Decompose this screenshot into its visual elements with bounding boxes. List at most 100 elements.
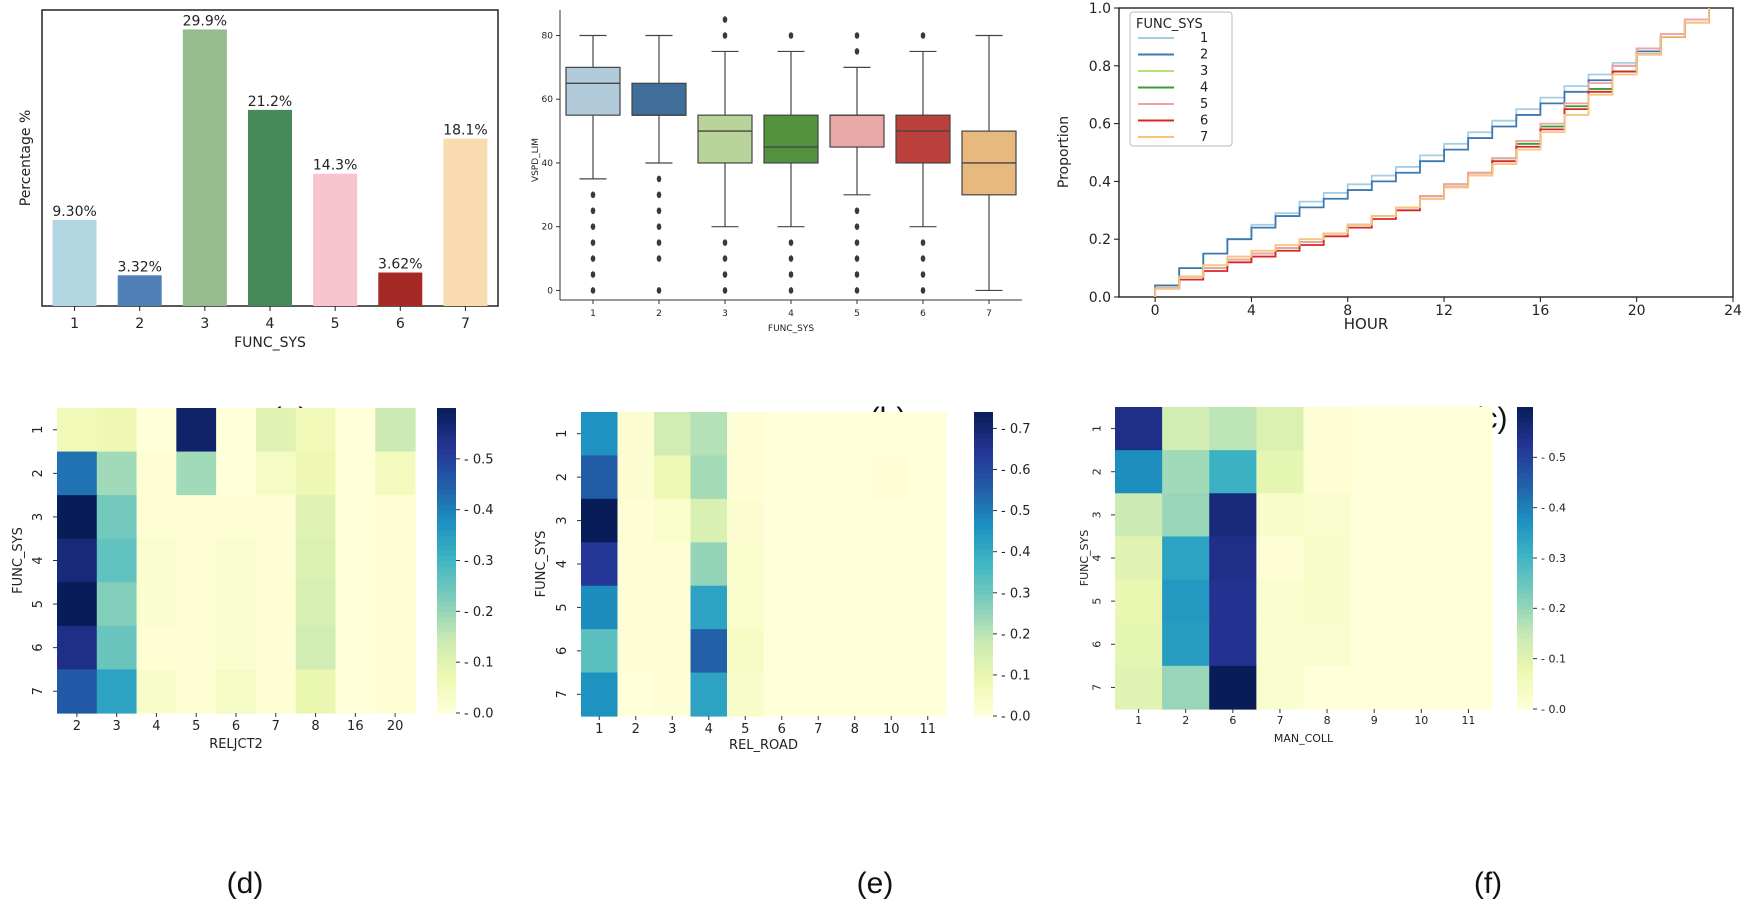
chart-d-x-tick-label: 6 [232,719,240,734]
chart-e-colorbar-segment [974,543,993,550]
chart-a: 9.30% 1 3.32% 2 29.9% 3 21.2% 4 14.3% 5 3.62% 6 18.1… [18,9,499,351]
chart-f-x-tick-label: 1 [1135,714,1142,727]
chart-d-colorbar-segment [437,616,456,623]
chart-f-colorbar-segment [1517,608,1533,614]
chart-f-cell [1162,493,1210,538]
chart-e-cell [763,542,801,587]
chart-d-colorbar-segment [437,601,456,607]
chart-e-cell [763,585,801,630]
chart-d-colorbar-segment [437,657,456,663]
chart-e-colorbar-segment [974,472,993,479]
chart-f-colorbar-tick-label: - 0.0 [1541,703,1566,716]
chart-c-legend-entry: 4 [1200,81,1208,96]
chart-e-cell [836,498,874,543]
chart-d-cell [255,408,297,453]
chart-f-cell [1115,407,1163,451]
chart-e-cell [617,455,655,500]
chart-b-flier [854,239,860,246]
chart-e-cell [763,672,801,717]
chart-e-colorbar-segment [974,650,993,656]
chart-f-colorbar-segment [1517,593,1533,599]
chart-f-cell [1162,407,1210,451]
chart-e-colorbar-segment [974,493,993,499]
chart-e-cell [581,455,619,500]
chart-e-colorbar-segment [974,695,993,702]
chart-c-x-tick-label: 24 [1724,303,1742,319]
chart-a-bar-5 [313,173,358,306]
chart-f-colorbar-segment [1517,663,1533,670]
chart-c-legend-entry: 1 [1200,31,1208,46]
chart-d-cell [335,538,376,583]
chart-d-colorbar-segment [437,545,456,551]
chart-b-flier [722,239,728,246]
chart-e-colorbar-tick-label: - 0.2 [1001,627,1031,642]
chart-f-colorbar-tick-label: - 0.2 [1541,602,1566,615]
chart-f-colorbar-segment [1517,502,1533,509]
chart-d-colorbar-segment [437,433,456,440]
chart-e-colorbar-segment [974,710,993,717]
chart-b-x-tick-label: 1 [590,309,596,319]
chart-b-flier [656,239,662,246]
chart-f-cell [1350,665,1399,710]
chart-e-colorbar-segment [974,609,993,616]
chart-f-colorbar-segment [1517,532,1533,539]
chart-f-cell [1350,407,1399,451]
chart-d-cell [96,451,138,496]
chart-d-cell [176,538,217,583]
chart-d-colorbar-segment [437,560,456,567]
chart-d-cell [216,669,257,714]
chart-d-colorbar-segment [437,585,456,592]
chart-e-colorbar-segment [974,584,993,590]
chart-f-y-tick-label: 7 [1091,684,1104,691]
chart-c-y-tick-label: 0.8 [1089,59,1111,75]
chart-d-x-tick-label: 4 [152,719,160,734]
chart-f-colorbar-segment [1517,507,1533,514]
chart-c-series-5 [1154,8,1710,297]
chart-f-y-tick-label: 5 [1091,598,1104,605]
chart-f-colorbar-segment [1517,547,1533,554]
chart-f-colorbar-segment [1517,688,1533,695]
chart-a-data-label: 14.3% [313,158,357,174]
chart-f-x-tick-label: 10 [1414,714,1428,727]
chart-d-colorbar-segment [437,535,456,541]
chart-f-y-tick-label: 3 [1091,511,1104,518]
chart-d-colorbar-segment [437,519,456,526]
chart-f-cell [1444,407,1493,451]
chart-f-colorbar-segment [1517,517,1533,524]
chart-d-colorbar-segment [437,636,456,643]
chart-e-colorbar-segment [974,680,993,687]
chart-e-x-tick-label: 5 [741,722,749,737]
chart-b-flier [920,271,926,278]
chart-d-colorbar-segment [437,474,456,480]
chart-a-bar-6 [378,272,423,306]
chart-e-colorbar-segment [974,599,993,606]
chart-b-flier [920,255,926,262]
chart-e-colorbar-segment [974,427,993,433]
chart-c-legend-entry: 6 [1200,114,1208,129]
chart-e-cell [909,585,947,630]
chart-d-colorbar-segment [437,570,456,577]
chart-b-flier [590,271,596,278]
chart-e-colorbar-segment [974,513,993,519]
chart-f-cell [1209,665,1257,710]
chart-d-cell [57,451,98,496]
chart-b-box-3 [697,114,753,164]
chart-e-cell [800,498,838,543]
chart-d-colorbar-segment [437,702,456,709]
chart-e-cell [617,542,655,587]
chart-f-colorbar-segment [1517,487,1533,494]
chart-f-cell [1444,536,1493,581]
chart-e-xlabel: REL_ROAD [729,738,798,753]
chart-b-box-5 [829,114,885,148]
chart-f-colorbar-segment [1517,633,1533,640]
chart-e-cell [873,412,911,457]
chart-f-cell [1162,450,1210,494]
chart-f-cell [1162,665,1210,710]
chart-d-cell [295,582,337,627]
chart-a-bar-2 [117,275,162,306]
chart-d-colorbar-segment [437,499,456,506]
chart-b-flier [590,239,596,246]
chart-d-cell [96,582,138,627]
chart-c-series-7 [1154,8,1710,297]
chart-f-cell [1350,536,1399,581]
